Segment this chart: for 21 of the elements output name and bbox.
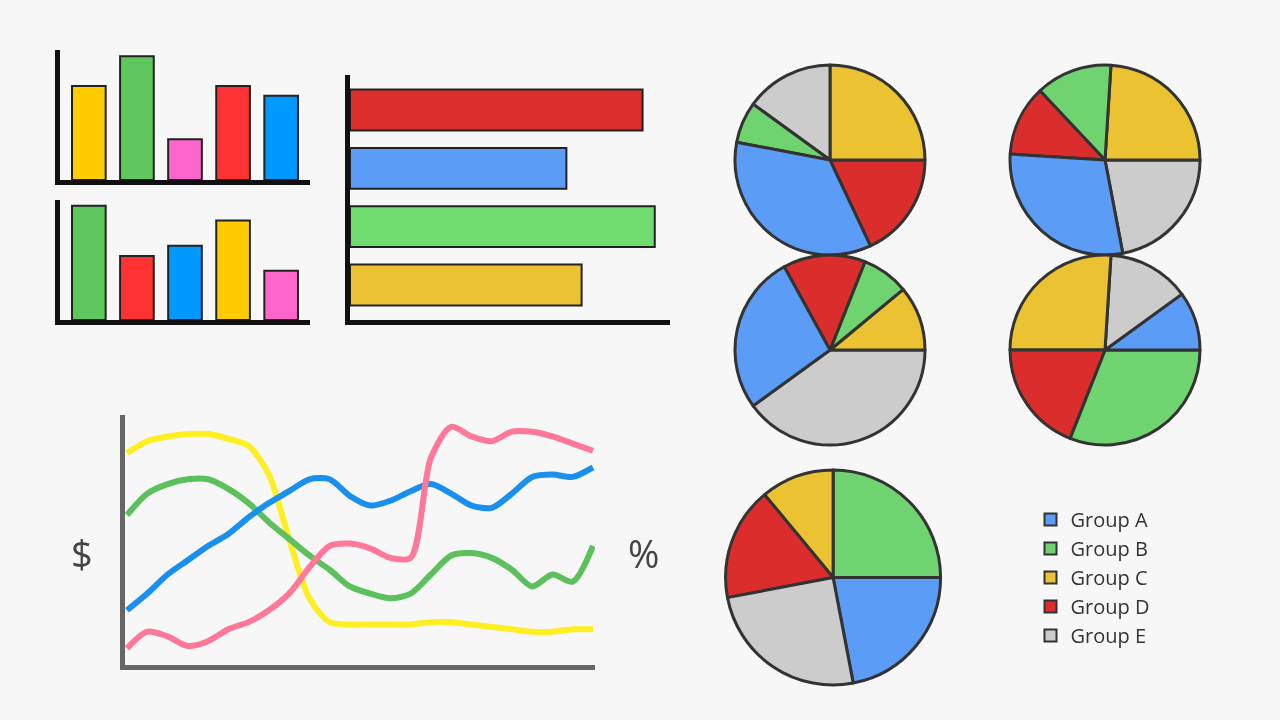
bar [215,219,251,320]
legend-label: Group C [1070,564,1148,592]
bar [350,88,644,132]
bar [350,146,568,190]
bar [71,84,107,180]
bar [119,255,155,320]
bar [350,263,583,307]
legend-label: Group B [1070,535,1148,563]
bar [167,244,203,320]
bar [263,269,299,320]
y-axis-title: $ [71,527,93,579]
bar [263,94,299,180]
bar [167,138,203,180]
bar [71,204,107,320]
bar [119,55,155,180]
legend-label: Group E [1070,622,1147,650]
legend-label: Group A [1070,506,1148,534]
bar [215,84,251,180]
y2-axis-title: % [628,527,660,579]
legend-label: Group D [1070,593,1150,621]
bar [350,205,656,249]
